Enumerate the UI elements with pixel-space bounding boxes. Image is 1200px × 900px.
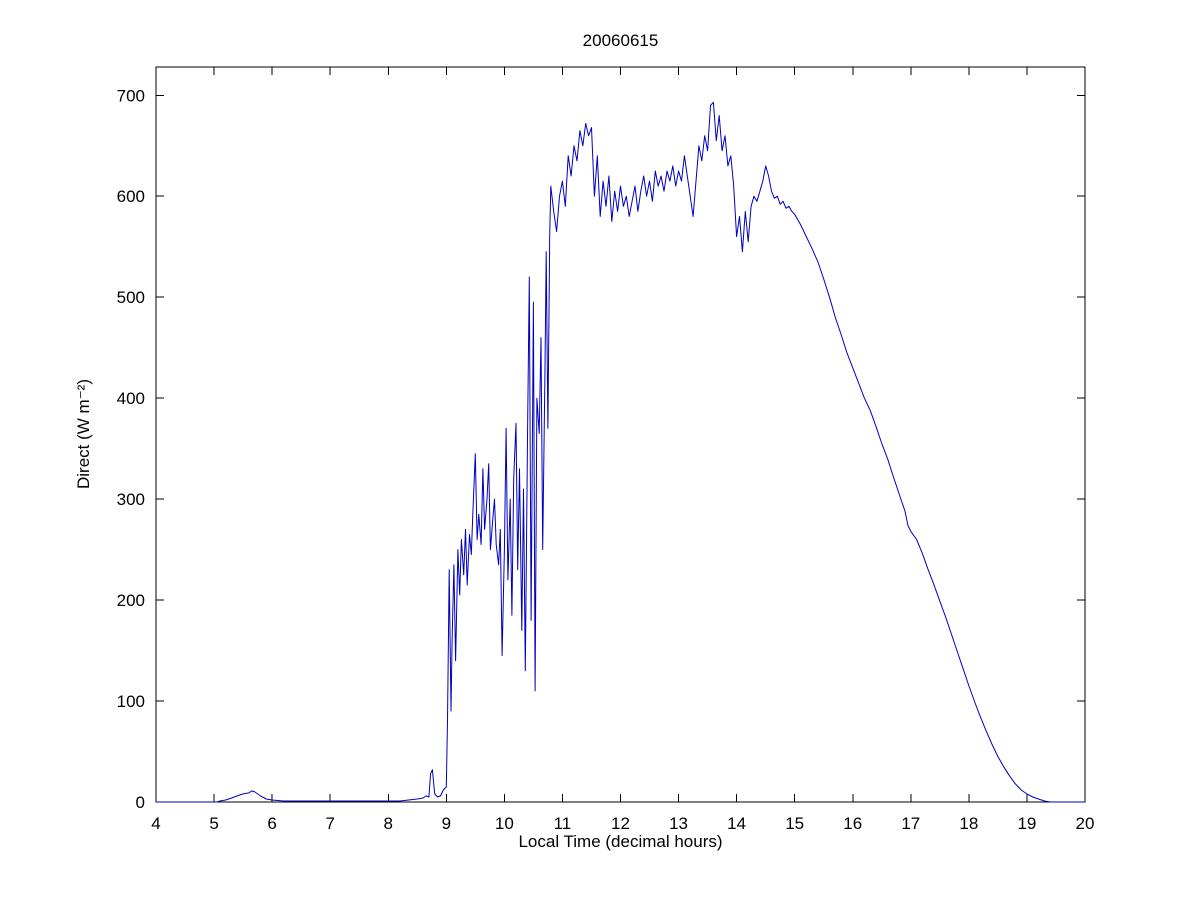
- y-tick-label: 700: [117, 86, 145, 105]
- x-tick-label: 8: [384, 814, 393, 833]
- x-tick-label: 14: [727, 814, 746, 833]
- x-tick-label: 6: [267, 814, 276, 833]
- x-tick-label: 18: [959, 814, 978, 833]
- x-tick-label: 5: [209, 814, 218, 833]
- y-tick-label: 300: [117, 490, 145, 509]
- x-axis-label: Local Time (decimal hours): [518, 832, 723, 851]
- y-tick-label: 400: [117, 389, 145, 408]
- x-tick-label: 19: [1017, 814, 1036, 833]
- y-tick-label: 100: [117, 692, 145, 711]
- x-tick-label: 10: [495, 814, 514, 833]
- x-tick-label: 11: [554, 814, 572, 833]
- x-tick-label: 20: [1076, 814, 1095, 833]
- x-tick-label: 7: [325, 814, 334, 833]
- x-tick-label: 9: [442, 814, 451, 833]
- y-tick-label: 600: [117, 187, 145, 206]
- x-tick-label: 4: [151, 814, 160, 833]
- chart-title: 20060615: [582, 31, 659, 50]
- x-tick-label: 16: [843, 814, 862, 833]
- x-tick-label: 17: [901, 814, 920, 833]
- data-line: [156, 101, 1085, 803]
- y-tick-label: 500: [117, 288, 145, 307]
- axes-box: [155, 66, 1086, 803]
- x-tick-label: 15: [785, 814, 804, 833]
- y-tick-label: 0: [136, 793, 145, 812]
- x-tick-label: 12: [611, 814, 630, 833]
- x-tick-label: 13: [669, 814, 688, 833]
- y-tick-label: 200: [117, 591, 145, 610]
